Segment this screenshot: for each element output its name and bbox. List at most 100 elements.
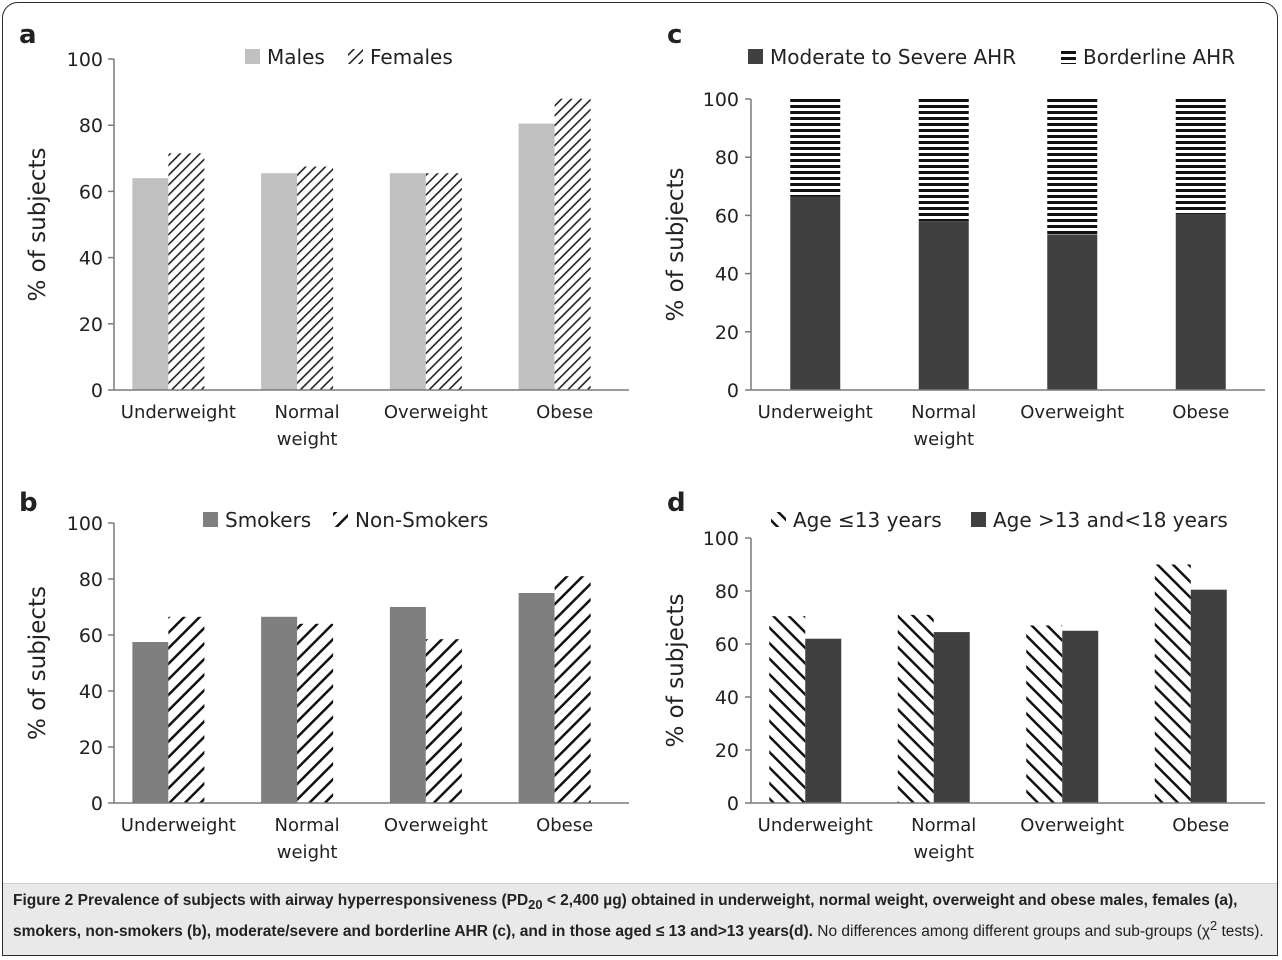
panel-letter: a (19, 20, 37, 50)
legend-label: Moderate to Severe AHR (770, 45, 1016, 69)
y-axis-title: % of subjects (25, 148, 51, 302)
caption-bold-pre: Prevalence of subjects with airway hyper… (73, 892, 529, 909)
x-category-label: Underweight (121, 402, 236, 423)
bar (389, 607, 426, 803)
bar (261, 616, 298, 803)
x-category-label: Obese (1172, 402, 1229, 423)
bar (1175, 213, 1226, 390)
caption-normal-pre: No differences among different groups an… (812, 923, 1210, 941)
y-tick-label: 80 (715, 581, 739, 603)
x-category-label: Overweight (1020, 402, 1124, 423)
y-tick-label: 100 (67, 49, 103, 71)
bar (1175, 99, 1226, 214)
y-tick-label: 100 (703, 528, 739, 550)
y-tick-label: 40 (79, 248, 103, 270)
caption-bold-sub: 20 (528, 897, 543, 913)
bar (425, 173, 462, 390)
x-category-label: Underweight (758, 815, 873, 836)
x-category-label: Overweight (384, 815, 488, 836)
legend-label: Smokers (225, 508, 311, 532)
caption-normal-post: tests). (1217, 923, 1264, 941)
legend-label: Borderline AHR (1083, 45, 1235, 69)
panel-d: d 0 20 40 60 80 100 % of subjects Underweight No… (663, 488, 1265, 863)
bar (1062, 630, 1099, 803)
bar (1026, 625, 1063, 803)
bar (425, 639, 462, 803)
x-category-label: Normal weight (911, 815, 976, 863)
y-tick-label: 0 (727, 380, 739, 402)
y-tick-label: 60 (79, 181, 103, 203)
bar (168, 153, 205, 390)
y-tick-label: 60 (715, 205, 739, 227)
y-tick-label: 40 (715, 687, 739, 709)
bar (790, 99, 841, 197)
x-category-label: Overweight (1020, 815, 1124, 836)
y-tick-label: 20 (715, 322, 739, 344)
y-tick-label: 0 (91, 793, 103, 815)
legend-label: Age ≤13 years (793, 508, 942, 532)
y-tick-label: 60 (715, 634, 739, 656)
x-category-label: Obese (1172, 815, 1229, 836)
legend-swatch (748, 49, 763, 64)
legend-swatch (971, 512, 986, 527)
panel-c: c 0 20 40 60 80 100 % of subjects Underweight No… (663, 20, 1265, 450)
bar (1047, 234, 1098, 390)
x-category-label: Underweight (121, 815, 236, 836)
panel-letter: c (667, 20, 682, 50)
bar (389, 173, 426, 390)
legend-swatch (771, 512, 786, 527)
bar (1047, 99, 1098, 235)
bar (168, 616, 205, 803)
legend-swatch (203, 512, 218, 527)
bar (554, 98, 591, 390)
y-axis-title: % of subjects (25, 586, 51, 740)
legend-swatch (1061, 49, 1076, 64)
bar (918, 221, 969, 390)
bar (132, 178, 169, 390)
bar (790, 196, 841, 390)
legend-label: Males (267, 45, 325, 69)
bar (897, 614, 934, 803)
x-category-label: Normal weight (275, 402, 340, 450)
bar (1154, 564, 1191, 803)
panel-letter: b (19, 488, 38, 518)
y-axis-title: % of subjects (663, 594, 689, 748)
y-tick-label: 40 (715, 264, 739, 286)
bar (918, 99, 969, 222)
y-tick-label: 100 (703, 89, 739, 111)
x-category-label: Normal weight (275, 815, 340, 863)
legend-swatch (348, 49, 363, 64)
y-tick-label: 20 (79, 314, 103, 336)
panel-a: a 0 20 40 60 80 100 % of subjects Underweight No… (19, 20, 629, 450)
legend-label: Females (370, 45, 453, 69)
legend-label: Non-Smokers (355, 508, 488, 532)
caption-box: Figure 2 Prevalence of subjects with air… (3, 883, 1277, 955)
bar (518, 123, 555, 391)
bar (805, 638, 842, 803)
y-axis-title: % of subjects (663, 168, 689, 322)
y-tick-label: 60 (79, 625, 103, 647)
caption-bold-post: < 2,400 µg) obtained in underweight, nor… (13, 892, 1238, 941)
bar (1190, 589, 1227, 803)
legend-swatch (333, 512, 348, 527)
bar (518, 593, 555, 803)
bar (933, 632, 970, 803)
y-tick-label: 20 (79, 737, 103, 759)
caption-normal-sup: 2 (1210, 918, 1218, 934)
y-tick-label: 20 (715, 740, 739, 762)
legend-label: Age >13 and<18 years (993, 508, 1228, 532)
figure-caption: Figure 2 Prevalence of subjects with air… (13, 890, 1268, 942)
y-tick-label: 80 (715, 147, 739, 169)
y-tick-label: 0 (91, 380, 103, 402)
bar (769, 616, 806, 803)
bar (132, 642, 169, 803)
y-tick-label: 100 (67, 513, 103, 535)
legend-swatch (245, 49, 260, 64)
charts-canvas: a 0 20 40 60 80 100 % of subjects Underweight No… (19, 20, 1265, 863)
y-tick-label: 80 (79, 569, 103, 591)
x-category-label: Normal weight (911, 402, 976, 450)
bar (297, 166, 334, 390)
panel-b: b 0 20 40 60 80 100 % of subjects Underweight No… (19, 488, 629, 863)
x-category-label: Overweight (384, 402, 488, 423)
y-tick-label: 80 (79, 115, 103, 137)
